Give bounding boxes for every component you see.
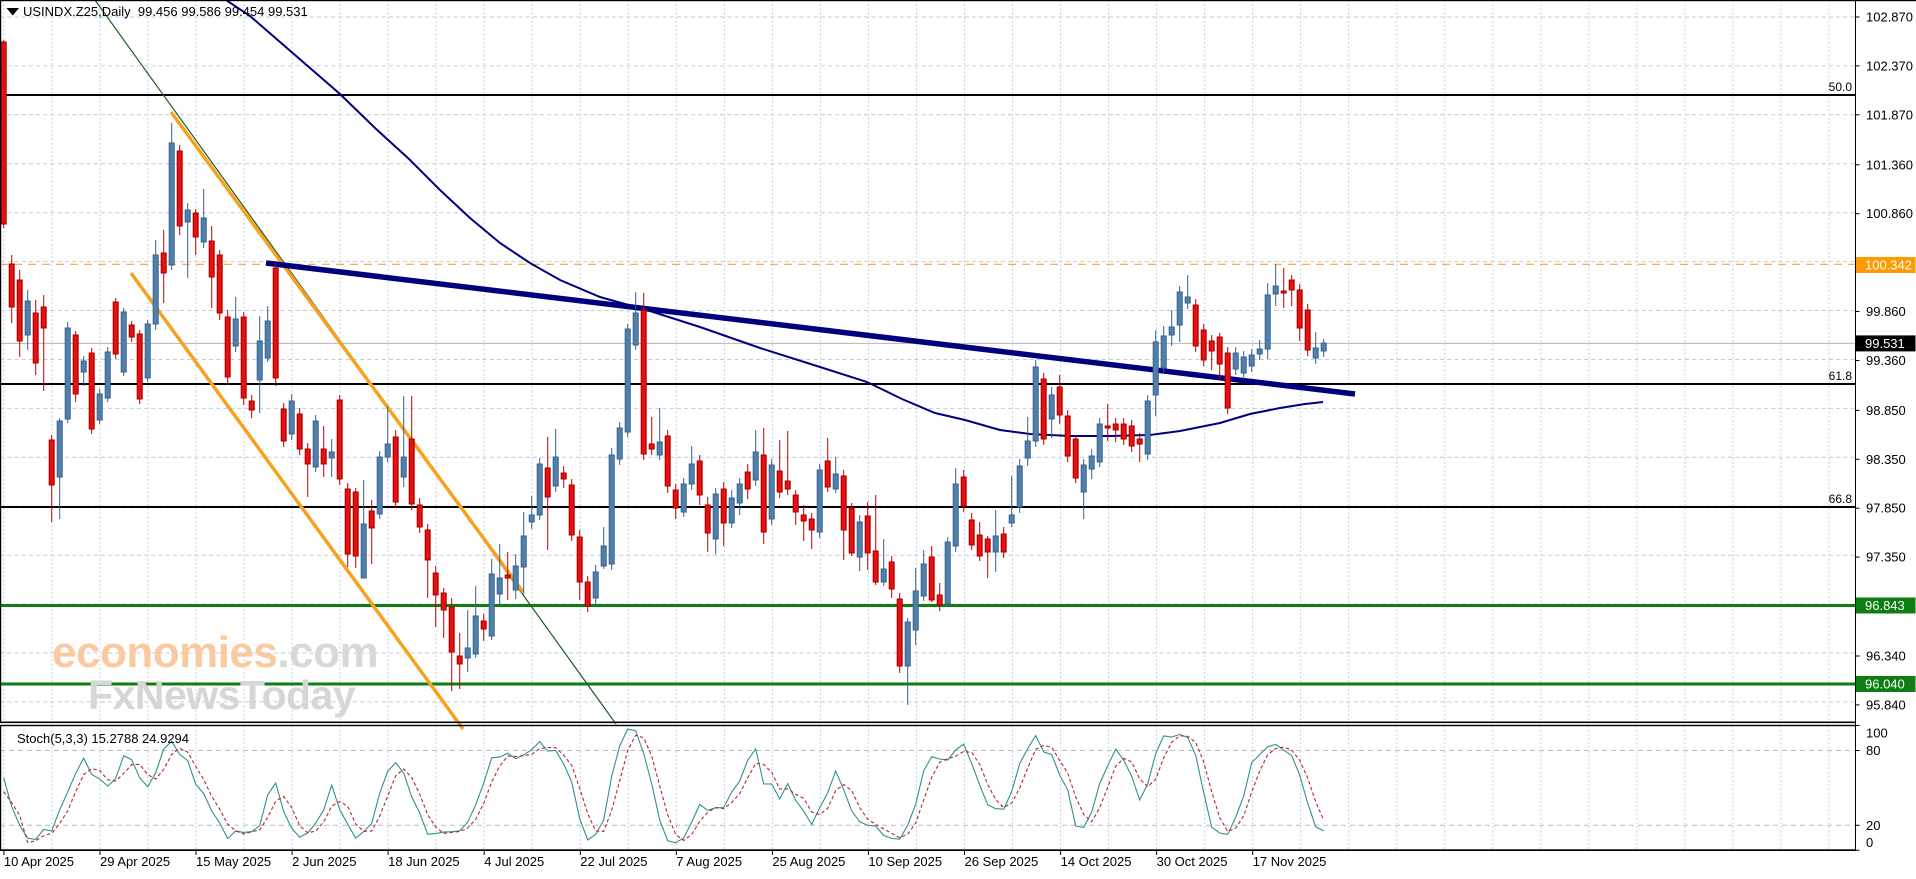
svg-text:Stoch(5,3,3) 15.2788 24.9294: Stoch(5,3,3) 15.2788 24.9294: [17, 731, 189, 746]
svg-text:2 Jun 2025: 2 Jun 2025: [292, 854, 356, 869]
svg-text:99.531: 99.531: [1865, 336, 1905, 351]
svg-text:economies.com: economies.com: [52, 628, 378, 677]
svg-text:30 Oct 2025: 30 Oct 2025: [1157, 854, 1228, 869]
svg-text:80: 80: [1866, 743, 1880, 758]
svg-text:100: 100: [1866, 726, 1888, 741]
svg-text:USINDX.Z25,Daily 99.456 99.58: USINDX.Z25,Daily 99.456 99.586 99.454 99…: [23, 4, 308, 19]
svg-text:66.8: 66.8: [1829, 492, 1853, 506]
svg-text:4 Jul 2025: 4 Jul 2025: [484, 854, 544, 869]
svg-text:18 Jun 2025: 18 Jun 2025: [388, 854, 460, 869]
svg-text:97.850: 97.850: [1866, 501, 1906, 516]
svg-text:96.843: 96.843: [1865, 598, 1905, 613]
svg-text:17 Nov 2025: 17 Nov 2025: [1253, 854, 1327, 869]
svg-text:22 Jul 2025: 22 Jul 2025: [580, 854, 647, 869]
svg-text:101.870: 101.870: [1866, 107, 1913, 122]
svg-text:10 Sep 2025: 10 Sep 2025: [868, 854, 942, 869]
svg-text:29 Apr 2025: 29 Apr 2025: [100, 854, 170, 869]
svg-text:102.870: 102.870: [1866, 10, 1913, 25]
svg-text:96.040: 96.040: [1865, 677, 1905, 692]
svg-text:100.860: 100.860: [1866, 206, 1913, 221]
svg-text:99.360: 99.360: [1866, 353, 1906, 368]
svg-text:95.840: 95.840: [1866, 697, 1906, 712]
svg-text:102.370: 102.370: [1866, 58, 1913, 73]
svg-text:26 Sep 2025: 26 Sep 2025: [965, 854, 1039, 869]
svg-text:0: 0: [1866, 835, 1873, 850]
svg-text:FxNewsToday: FxNewsToday: [88, 672, 356, 718]
svg-text:10 Apr 2025: 10 Apr 2025: [4, 854, 74, 869]
svg-text:101.360: 101.360: [1866, 157, 1913, 172]
svg-text:100.342: 100.342: [1865, 258, 1912, 273]
svg-text:97.350: 97.350: [1866, 550, 1906, 565]
svg-text:20: 20: [1866, 818, 1880, 833]
svg-text:98.350: 98.350: [1866, 452, 1906, 467]
svg-text:61.8: 61.8: [1829, 369, 1853, 383]
svg-text:50.0: 50.0: [1829, 80, 1853, 94]
svg-text:25 Aug 2025: 25 Aug 2025: [772, 854, 845, 869]
svg-text:98.850: 98.850: [1866, 403, 1906, 418]
svg-text:7 Aug 2025: 7 Aug 2025: [676, 854, 742, 869]
svg-text:96.340: 96.340: [1866, 649, 1906, 664]
svg-text:99.860: 99.860: [1866, 304, 1906, 319]
svg-text:15 May 2025: 15 May 2025: [196, 854, 271, 869]
svg-text:14 Oct 2025: 14 Oct 2025: [1061, 854, 1132, 869]
